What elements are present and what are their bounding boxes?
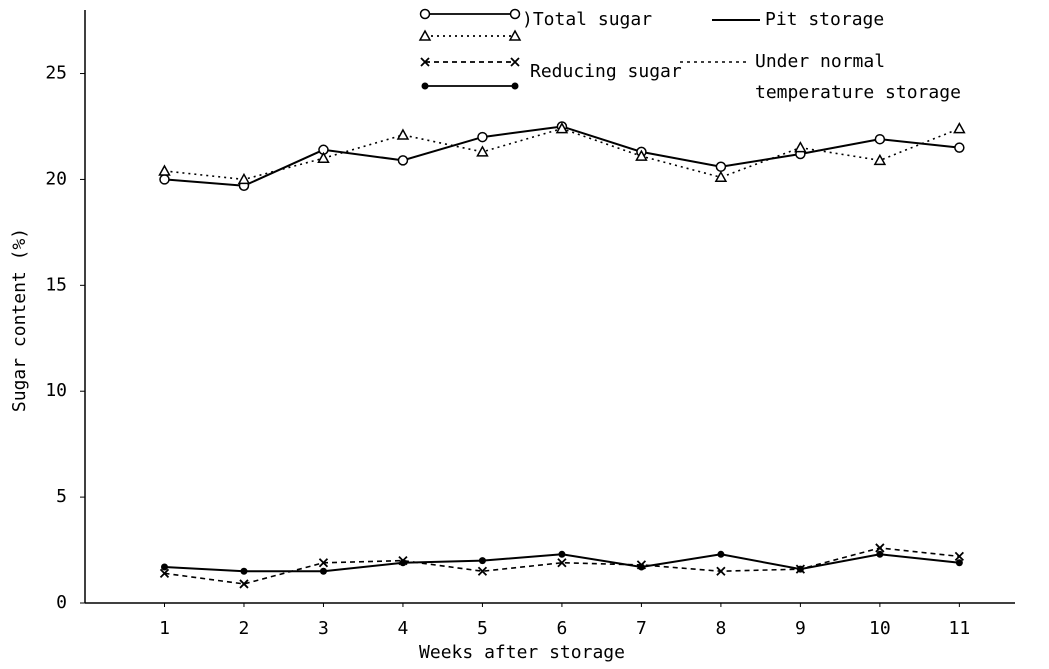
marker (954, 551, 964, 562)
marker (876, 550, 884, 558)
y-tick-label: 10 (45, 380, 67, 401)
legend-label: Under normal (755, 51, 885, 72)
y-tick-label: 5 (56, 486, 67, 507)
x-tick-label: 9 (795, 618, 806, 639)
marker (477, 566, 488, 576)
y-tick-label: 0 (56, 592, 67, 613)
marker (794, 141, 807, 153)
marker (955, 559, 963, 567)
x-tick-label: 5 (477, 618, 488, 639)
marker (875, 543, 885, 553)
marker (874, 133, 886, 145)
x-tick-label: 10 (869, 618, 891, 639)
marker (714, 170, 728, 183)
legend-label: temperature storage (755, 82, 961, 103)
marker (240, 567, 248, 575)
series-line (164, 125, 960, 187)
marker (319, 567, 327, 575)
marker (159, 568, 170, 578)
x-tick-label: 3 (318, 618, 329, 639)
marker (396, 128, 410, 140)
marker (715, 161, 727, 172)
marker (318, 558, 329, 568)
marker (476, 145, 489, 157)
marker (237, 172, 251, 185)
x-tick-label: 6 (557, 618, 568, 639)
marker (419, 8, 431, 20)
y-axis-label: Sugar content (%) (9, 228, 30, 412)
x-axis-label: Weeks after storage (419, 642, 625, 663)
marker (508, 29, 522, 41)
marker (510, 57, 520, 67)
marker (317, 151, 330, 163)
legend-label: Reducing sugar (530, 61, 682, 82)
marker (160, 563, 168, 571)
marker (717, 550, 725, 558)
marker (397, 155, 409, 166)
marker (557, 558, 567, 568)
x-tick-label: 8 (715, 618, 726, 639)
series-line (164, 547, 960, 585)
x-tick-label: 1 (159, 618, 170, 639)
marker (953, 122, 966, 134)
x-tick-label: 2 (239, 618, 250, 639)
y-tick-label: 25 (45, 63, 67, 84)
marker (478, 557, 486, 565)
marker (954, 142, 965, 153)
x-tick-label: 4 (398, 618, 409, 639)
marker (558, 550, 566, 558)
marker (418, 29, 432, 41)
marker (511, 82, 519, 90)
marker (239, 579, 249, 589)
marker (635, 149, 648, 161)
y-tick-label: 20 (45, 168, 67, 189)
marker (555, 122, 569, 134)
marker (158, 164, 171, 176)
x-tick-label: 11 (949, 618, 971, 639)
marker (873, 153, 887, 166)
series-line (164, 127, 960, 181)
marker (159, 174, 170, 185)
y-tick-label: 15 (45, 274, 67, 295)
marker (477, 131, 488, 143)
marker (716, 566, 726, 576)
marker (421, 82, 429, 90)
x-tick-label: 7 (636, 618, 647, 639)
legend-label: Pit storage (765, 9, 884, 30)
legend-label: )Total sugar (522, 9, 652, 30)
marker (398, 556, 408, 566)
marker (509, 8, 521, 20)
marker (636, 560, 647, 570)
marker (795, 564, 806, 574)
marker (420, 57, 430, 67)
